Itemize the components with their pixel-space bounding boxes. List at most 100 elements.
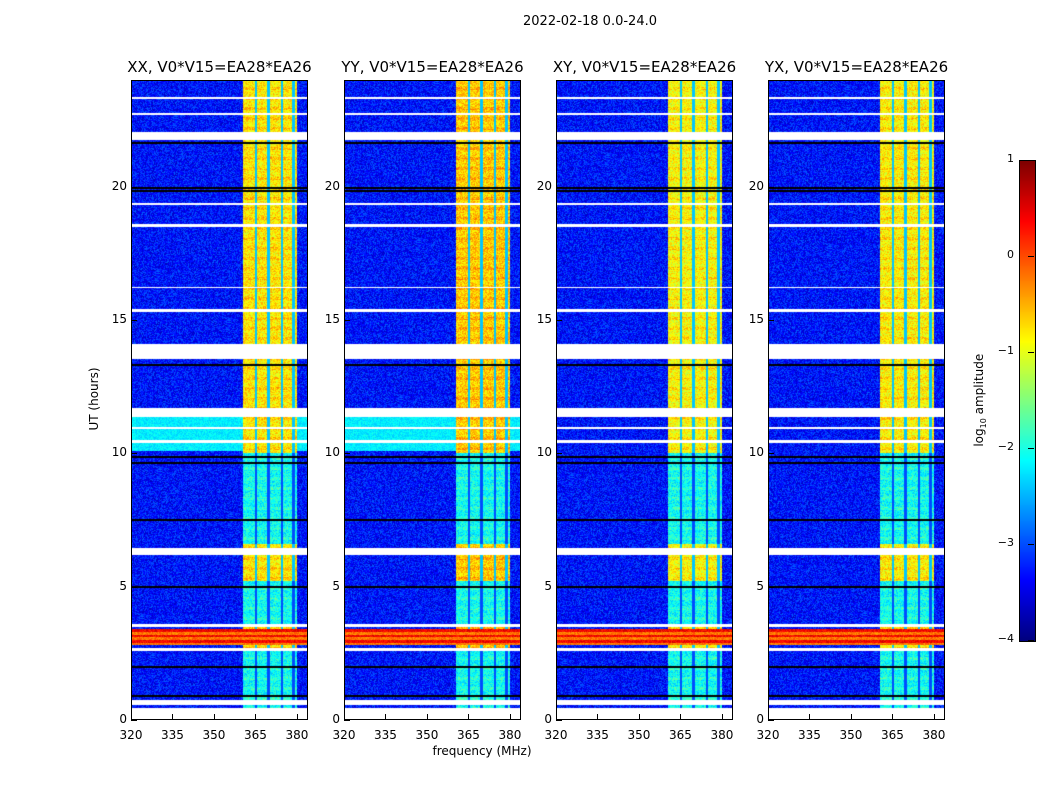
x-tick-label: 350 [839,728,863,742]
x-tick-mark [721,714,723,720]
colorbar-tick-mark [1028,640,1034,641]
x-tick-label: 350 [627,728,651,742]
x-tick-mark [296,714,298,720]
panel-title: XY, V0*V15=EA28*EA26 [552,58,737,76]
y-tick-label: 10 [111,445,127,460]
waterfall-image [768,80,945,720]
y-tick-label: 10 [748,445,764,460]
y-tick-mark [131,720,137,721]
x-tick-mark [892,714,894,720]
x-tick-mark [509,714,511,720]
x-tick-mark [344,714,345,720]
x-tick-mark [680,714,682,720]
x-tick-mark [933,714,935,720]
y-tick-label: 0 [332,712,340,726]
x-tick-label: 320 [544,728,568,742]
x-tick-label: 365 [881,728,904,742]
x-tick-label: 380 [498,728,522,742]
x-tick-label: 335 [586,728,609,742]
y-tick-mark [131,453,137,455]
panel-title: YY, V0*V15=EA28*EA26 [341,58,524,76]
y-tick-label: 0 [544,712,552,726]
colorbar-tick-mark [1028,544,1034,545]
panel-title: XX, V0*V15=EA28*EA26 [127,58,312,76]
y-tick-label: 15 [324,312,340,326]
y-tick-label: 5 [756,578,764,593]
x-tick-mark [768,714,769,720]
y-tick-label: 20 [324,178,340,193]
y-tick-label: 15 [536,312,552,326]
x-tick-label: 335 [161,728,184,742]
y-tick-label: 0 [756,712,764,726]
x-tick-mark [809,714,811,720]
x-tick-mark [385,714,387,720]
x-tick-mark [638,714,640,720]
y-tick-mark [768,586,774,588]
waterfall-panel-2: YY, V0*V15=EA28*EA26 320 335 350 365 380 0 5 10 1… [325,58,524,742]
colorbar-tick-mark [1028,160,1034,161]
colorbar [1019,160,1036,642]
y-tick-mark [344,720,350,721]
waterfall-panel-3: XY, V0*V15=EA28*EA26 320 335 350 365 380 0 5 10 1… [537,58,736,742]
y-tick-label: 10 [324,445,340,460]
x-tick-label: 380 [710,728,734,742]
figure-title: 2022-02-18 0.0-24.0 [523,14,657,29]
waterfall-panel-4: YX, V0*V15=EA28*EA26 320 335 350 365 380 0 5 10 1… [749,58,948,742]
x-tick-label: 380 [285,728,309,742]
y-tick-mark [556,186,562,188]
y-tick-mark [768,186,774,188]
y-tick-label: 20 [536,178,552,193]
y-tick-mark [131,586,137,588]
x-tick-mark [213,714,215,720]
colorbar-tick-mark [1028,448,1034,449]
x-tick-mark [131,714,132,720]
y-tick-label: 15 [748,312,764,326]
x-tick-mark [172,714,174,720]
colorbar-tick-label: −4 [997,632,1014,645]
colorbar-label: log10 amplitude [971,353,989,447]
waterfall-image [344,80,521,720]
x-tick-mark [468,714,470,720]
x-tick-label: 320 [119,728,143,742]
y-tick-mark [556,586,562,588]
x-axis-label: frequency (MHz) [432,744,532,758]
waterfall-panel-1: XX, V0*V15=EA28*EA26 320 335 350 365 380 0 5 10 1… [112,58,312,742]
x-tick-mark [426,714,428,720]
colorbar-tick-label: −1 [997,344,1014,357]
y-tick-mark [131,320,137,321]
y-tick-label: 20 [748,178,764,193]
y-tick-mark [556,453,562,455]
x-tick-mark [556,714,557,720]
colorbar-tick-label: −2 [997,440,1014,453]
y-tick-label: 20 [111,178,127,193]
x-tick-label: 350 [202,728,226,742]
colorbar-tick-label: 0 [1007,248,1014,261]
waterfall-image [556,80,733,720]
y-tick-label: 5 [119,578,127,593]
y-tick-mark [768,453,774,455]
y-tick-label: 5 [332,578,340,593]
y-axis-label: UT (hours) [87,367,101,431]
x-tick-mark [255,714,257,720]
x-tick-label: 380 [922,728,946,742]
x-tick-label: 365 [457,728,480,742]
x-tick-label: 335 [374,728,397,742]
waterfall-image [131,80,308,720]
y-tick-label: 15 [111,312,127,326]
panel-title: YX, V0*V15=EA28*EA26 [764,58,949,76]
x-tick-label: 320 [756,728,780,742]
y-tick-mark [344,586,350,588]
colorbar-tick-label: 1 [1007,152,1014,165]
colorbar-tick-mark [1028,352,1034,353]
y-tick-mark [556,320,562,321]
y-tick-mark [768,720,774,721]
y-tick-mark [556,720,562,721]
y-tick-label: 0 [119,712,127,726]
y-tick-mark [768,320,774,321]
x-tick-mark [597,714,599,720]
colorbar-tick-label: −3 [997,536,1014,549]
y-tick-mark [131,186,137,188]
x-tick-label: 320 [332,728,356,742]
x-tick-label: 365 [244,728,267,742]
